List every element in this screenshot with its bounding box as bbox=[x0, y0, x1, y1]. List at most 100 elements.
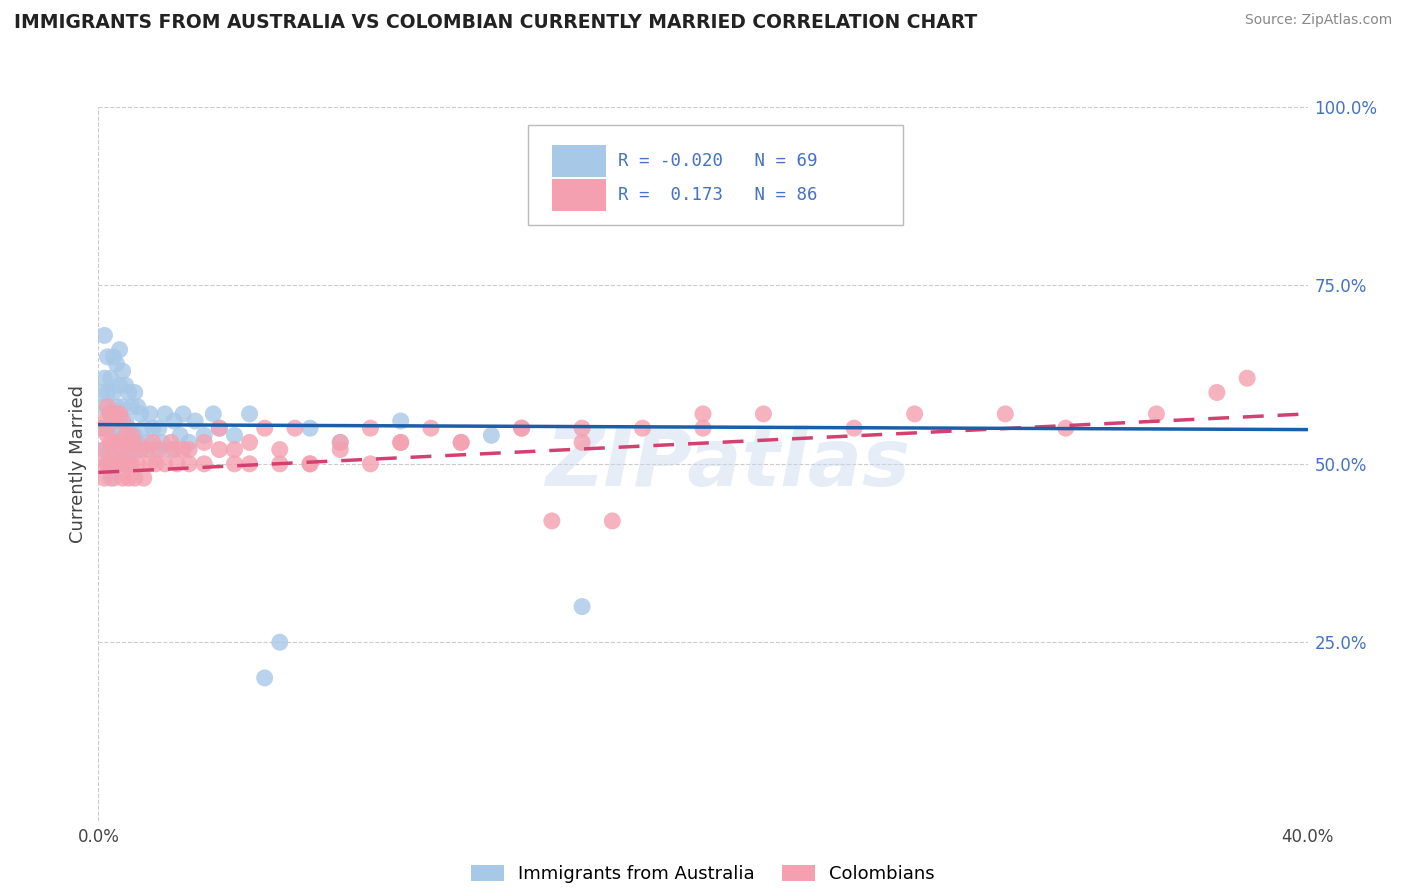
Point bbox=[105, 357, 128, 371]
Point bbox=[166, 457, 188, 471]
Point bbox=[100, 435, 122, 450]
Point bbox=[172, 407, 194, 421]
Point bbox=[360, 421, 382, 435]
Point bbox=[108, 442, 131, 457]
Point bbox=[90, 457, 112, 471]
Point bbox=[299, 421, 322, 435]
Point bbox=[100, 371, 122, 385]
Point bbox=[96, 421, 118, 435]
Point bbox=[100, 442, 122, 457]
Point bbox=[284, 421, 307, 435]
Point bbox=[114, 442, 136, 457]
Point bbox=[224, 442, 246, 457]
Point bbox=[96, 400, 118, 414]
Point bbox=[96, 350, 118, 364]
Point bbox=[105, 400, 128, 414]
Point bbox=[103, 385, 125, 400]
Point bbox=[111, 400, 134, 414]
Point bbox=[103, 414, 125, 428]
Point bbox=[142, 421, 165, 435]
Point bbox=[111, 435, 134, 450]
Point bbox=[169, 428, 191, 442]
Point bbox=[105, 428, 128, 442]
Point bbox=[450, 435, 472, 450]
Point bbox=[96, 457, 118, 471]
Point bbox=[994, 407, 1017, 421]
Point bbox=[111, 442, 134, 457]
Point bbox=[118, 421, 141, 435]
Point bbox=[148, 421, 170, 435]
Point bbox=[93, 471, 115, 485]
Point bbox=[108, 343, 131, 357]
Point bbox=[193, 428, 215, 442]
Point bbox=[631, 421, 654, 435]
Point bbox=[299, 457, 322, 471]
Point bbox=[108, 407, 131, 421]
Point bbox=[420, 421, 443, 435]
Point bbox=[118, 385, 141, 400]
Point bbox=[108, 378, 131, 392]
Point bbox=[193, 435, 215, 450]
Point bbox=[1054, 421, 1077, 435]
Point bbox=[118, 457, 141, 471]
Point bbox=[163, 414, 186, 428]
Point bbox=[127, 400, 149, 414]
Point bbox=[100, 471, 122, 485]
Point bbox=[360, 457, 382, 471]
Point bbox=[179, 442, 201, 457]
Point bbox=[571, 599, 593, 614]
Point bbox=[121, 428, 143, 442]
Point bbox=[153, 407, 176, 421]
Point bbox=[132, 421, 155, 435]
Point bbox=[93, 400, 115, 414]
Point bbox=[100, 407, 122, 421]
Point bbox=[135, 442, 157, 457]
Point bbox=[148, 442, 170, 457]
Point bbox=[510, 421, 533, 435]
Point bbox=[105, 457, 128, 471]
Point bbox=[105, 435, 128, 450]
Point bbox=[103, 421, 125, 435]
Point bbox=[752, 407, 775, 421]
Point bbox=[145, 457, 167, 471]
Text: Source: ZipAtlas.com: Source: ZipAtlas.com bbox=[1244, 13, 1392, 28]
Point bbox=[90, 421, 112, 435]
Point bbox=[239, 407, 262, 421]
Point bbox=[129, 407, 152, 421]
Point bbox=[150, 435, 173, 450]
Text: R = -0.020   N = 69: R = -0.020 N = 69 bbox=[619, 152, 818, 169]
Point bbox=[904, 407, 927, 421]
Point bbox=[105, 407, 128, 421]
Point bbox=[129, 442, 152, 457]
Point bbox=[692, 421, 714, 435]
Point bbox=[111, 364, 134, 378]
Point bbox=[90, 385, 112, 400]
Point bbox=[510, 421, 533, 435]
Point bbox=[103, 442, 125, 457]
Legend: Immigrants from Australia, Colombians: Immigrants from Australia, Colombians bbox=[464, 857, 942, 890]
Point bbox=[118, 471, 141, 485]
Point bbox=[103, 457, 125, 471]
Point bbox=[103, 350, 125, 364]
Bar bbox=[553, 145, 606, 177]
Point bbox=[108, 435, 131, 450]
Point bbox=[253, 421, 276, 435]
Point bbox=[179, 435, 201, 450]
Point bbox=[114, 414, 136, 428]
Point bbox=[153, 457, 176, 471]
Point bbox=[329, 442, 352, 457]
Point bbox=[1144, 407, 1167, 421]
Point bbox=[224, 457, 246, 471]
Point bbox=[111, 414, 134, 428]
Point bbox=[93, 442, 115, 457]
Point bbox=[193, 457, 215, 471]
Point bbox=[329, 435, 352, 450]
Point bbox=[139, 407, 162, 421]
Point bbox=[269, 457, 291, 471]
Point bbox=[108, 457, 131, 471]
Point bbox=[124, 435, 146, 450]
Point bbox=[224, 428, 246, 442]
Point bbox=[571, 421, 593, 435]
Point bbox=[481, 428, 503, 442]
Y-axis label: Currently Married: Currently Married bbox=[69, 384, 87, 543]
